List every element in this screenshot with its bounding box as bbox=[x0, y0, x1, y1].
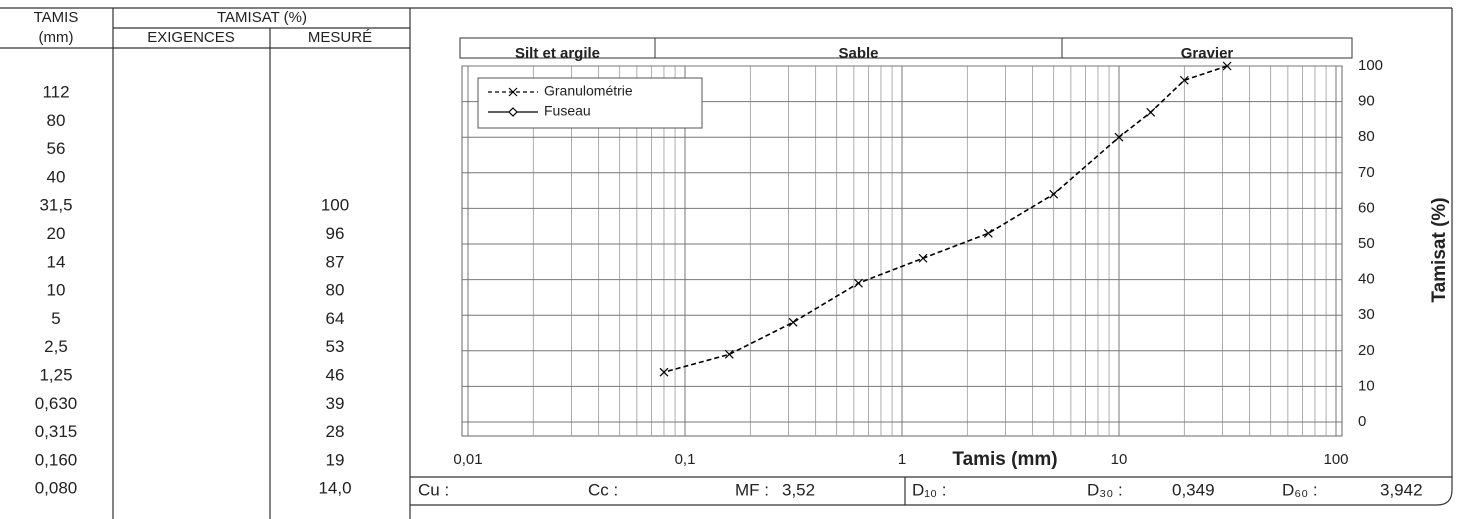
legend bbox=[477, 77, 703, 129]
cell: 0,080 bbox=[35, 479, 78, 498]
cell: 39 bbox=[326, 394, 345, 413]
y-tick-label: 50 bbox=[1358, 235, 1375, 252]
cell: 14 bbox=[47, 252, 66, 271]
band-label: Silt et argile bbox=[515, 45, 600, 62]
y-tick-label: 40 bbox=[1358, 271, 1375, 288]
band-label: Gravier bbox=[1181, 45, 1234, 62]
marker bbox=[854, 278, 863, 288]
cell: 96 bbox=[326, 224, 345, 243]
legend-label: Granulométrie bbox=[544, 83, 633, 99]
header: TAMISAT (%) bbox=[217, 9, 307, 26]
summary-value: 0,349 bbox=[1172, 480, 1215, 499]
cell: 53 bbox=[326, 337, 345, 356]
cell: 14,0 bbox=[318, 479, 351, 498]
y-axis-label: Tamisat (%) bbox=[1429, 197, 1450, 302]
summary-value: 3,52 bbox=[782, 480, 815, 499]
cell: 87 bbox=[326, 252, 345, 271]
y-tick-label: 0 bbox=[1358, 413, 1366, 430]
marker bbox=[1114, 132, 1124, 142]
cell: 28 bbox=[326, 422, 345, 441]
header: MESURÉ bbox=[308, 29, 372, 46]
cell: 100 bbox=[321, 196, 349, 215]
cell: 46 bbox=[326, 365, 345, 384]
marker bbox=[788, 317, 798, 327]
cell: 2,5 bbox=[44, 337, 68, 356]
marker bbox=[659, 367, 669, 377]
summary-label: Cu : bbox=[418, 480, 449, 499]
cell: 31,5 bbox=[39, 196, 72, 215]
summary-label: D₃₀ : bbox=[1087, 480, 1123, 499]
y-tick-label: 80 bbox=[1358, 128, 1375, 145]
summary-label: Cc : bbox=[588, 480, 618, 499]
cell: 40 bbox=[47, 167, 66, 186]
x-tick-label: 1 bbox=[898, 451, 906, 468]
y-tick-label: 20 bbox=[1358, 342, 1375, 359]
marker bbox=[508, 107, 518, 117]
cell: 0,630 bbox=[35, 394, 78, 413]
legend-label: Fuseau bbox=[544, 103, 591, 119]
x-tick-label: 0,1 bbox=[675, 451, 696, 468]
y-tick-label: 10 bbox=[1358, 377, 1375, 394]
cell: 112 bbox=[42, 82, 69, 101]
y-tick-label: 30 bbox=[1358, 306, 1375, 323]
header: EXIGENCES bbox=[147, 29, 235, 46]
summary-label: D₁₀ : bbox=[912, 480, 947, 499]
marker bbox=[1179, 75, 1189, 85]
summary-label: D₆₀ : bbox=[1282, 480, 1318, 499]
x-tick-label: 10 bbox=[1111, 451, 1128, 468]
cell: 20 bbox=[47, 224, 66, 243]
series-line bbox=[663, 65, 1228, 373]
marker bbox=[1222, 61, 1232, 71]
header: (mm) bbox=[39, 29, 74, 46]
marker bbox=[724, 349, 734, 359]
cell: 56 bbox=[47, 139, 66, 158]
summary-value: 3,942 bbox=[1380, 480, 1423, 499]
table-frame bbox=[0, 7, 1453, 519]
cell: 80 bbox=[326, 281, 345, 300]
x-axis-label: Tamis (mm) bbox=[952, 449, 1057, 470]
y-tick-label: 100 bbox=[1358, 57, 1383, 74]
band bbox=[1061, 37, 1353, 59]
cell: 80 bbox=[47, 111, 66, 130]
cell: 5 bbox=[51, 309, 60, 328]
cell: 19 bbox=[326, 450, 345, 469]
marker bbox=[1146, 107, 1156, 117]
header: TAMIS bbox=[34, 9, 79, 26]
cell: 0,160 bbox=[35, 450, 78, 469]
cell: 64 bbox=[326, 309, 345, 328]
cell: 10 bbox=[47, 281, 66, 300]
x-tick-label: 100 bbox=[1323, 451, 1348, 468]
cell: 0,315 bbox=[35, 422, 78, 441]
marker bbox=[508, 87, 518, 97]
y-tick-label: 70 bbox=[1358, 164, 1375, 181]
y-tick-label: 60 bbox=[1358, 199, 1375, 216]
band-label: Sable bbox=[838, 45, 878, 62]
marker bbox=[983, 228, 993, 238]
y-tick-label: 90 bbox=[1358, 93, 1375, 110]
x-tick-label: 0,01 bbox=[453, 451, 482, 468]
marker bbox=[918, 253, 928, 263]
summary-label: MF : bbox=[735, 480, 769, 499]
marker bbox=[1049, 189, 1059, 199]
cell: 1,25 bbox=[39, 365, 72, 384]
